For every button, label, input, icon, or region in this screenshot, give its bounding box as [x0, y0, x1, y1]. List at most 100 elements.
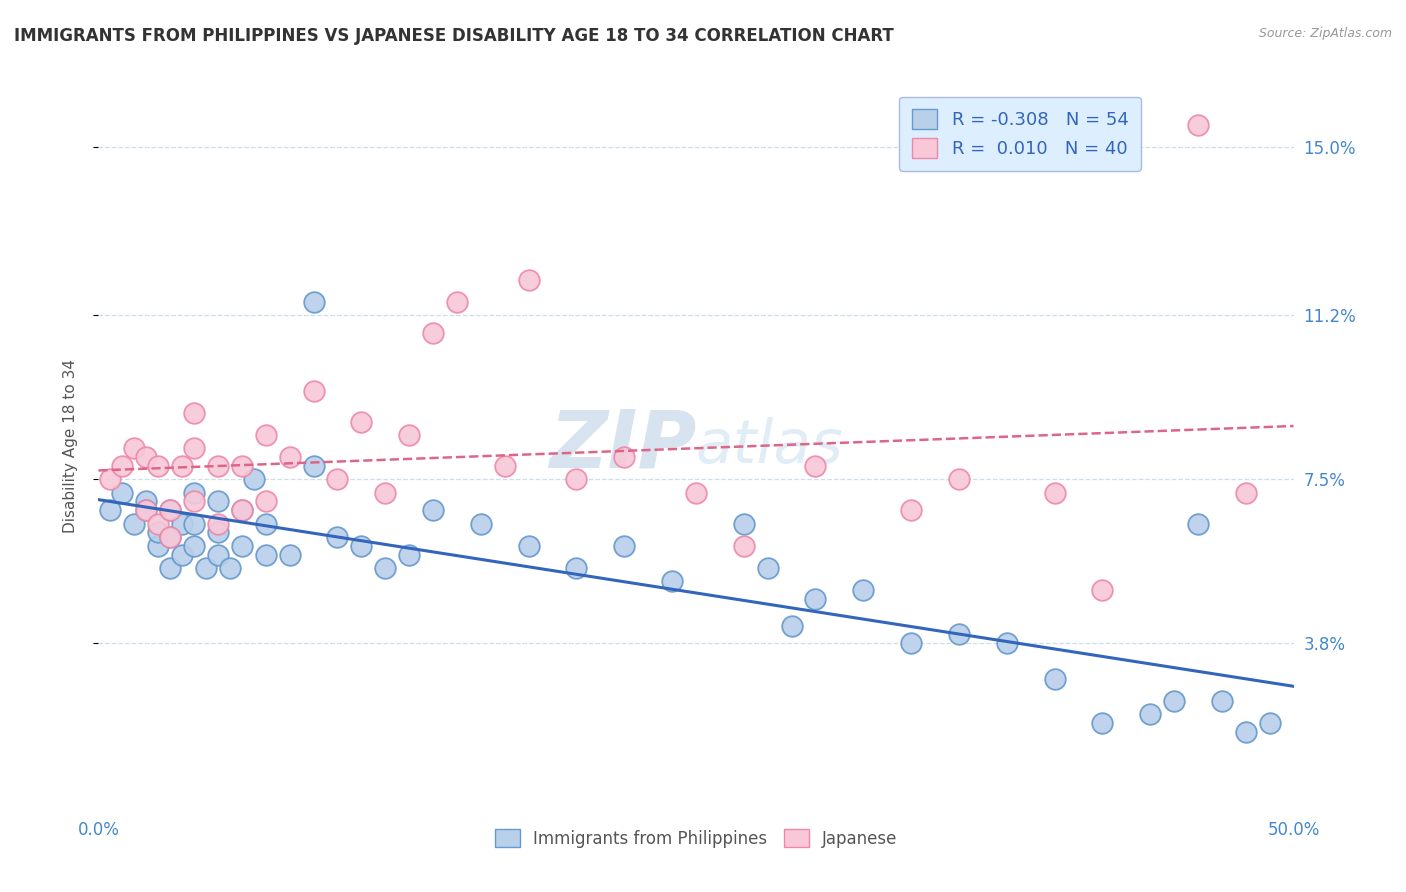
- Point: [326, 472, 349, 486]
- Point: [422, 503, 444, 517]
- Point: [183, 406, 205, 420]
- Text: atlas: atlas: [696, 417, 844, 475]
- Point: [613, 450, 636, 464]
- Point: [159, 561, 181, 575]
- Point: [1211, 694, 1233, 708]
- Point: [685, 485, 707, 500]
- Point: [148, 516, 170, 531]
- Point: [124, 516, 146, 531]
- Point: [172, 458, 194, 473]
- Point: [804, 591, 827, 606]
- Y-axis label: Disability Age 18 to 34: Disability Age 18 to 34: [63, 359, 77, 533]
- Point: [219, 561, 242, 575]
- Point: [350, 415, 373, 429]
- Point: [254, 548, 277, 562]
- Point: [374, 561, 396, 575]
- Point: [135, 450, 157, 464]
- Point: [135, 503, 157, 517]
- Point: [207, 494, 229, 508]
- Point: [446, 294, 468, 309]
- Point: [302, 294, 325, 309]
- Point: [398, 548, 420, 562]
- Point: [756, 561, 779, 575]
- Point: [207, 525, 229, 540]
- Text: ZIP: ZIP: [548, 407, 696, 485]
- Point: [661, 574, 683, 589]
- Point: [374, 485, 396, 500]
- Point: [422, 326, 444, 340]
- Point: [494, 458, 516, 473]
- Point: [98, 503, 122, 517]
- Point: [159, 530, 181, 544]
- Point: [243, 472, 266, 486]
- Point: [172, 516, 194, 531]
- Point: [995, 636, 1018, 650]
- Point: [302, 384, 325, 398]
- Point: [398, 428, 420, 442]
- Point: [1258, 716, 1281, 731]
- Point: [804, 458, 827, 473]
- Point: [1091, 583, 1114, 598]
- Point: [733, 516, 755, 531]
- Point: [613, 539, 636, 553]
- Point: [207, 548, 229, 562]
- Point: [948, 627, 970, 641]
- Point: [254, 428, 277, 442]
- Point: [780, 618, 803, 632]
- Point: [159, 503, 181, 517]
- Point: [1187, 516, 1209, 531]
- Point: [254, 494, 277, 508]
- Point: [852, 583, 875, 598]
- Point: [900, 636, 922, 650]
- Point: [148, 539, 170, 553]
- Point: [231, 458, 253, 473]
- Point: [1091, 716, 1114, 731]
- Point: [231, 539, 253, 553]
- Point: [183, 485, 205, 500]
- Point: [135, 494, 157, 508]
- Point: [195, 561, 218, 575]
- Point: [207, 458, 229, 473]
- Point: [565, 472, 588, 486]
- Point: [254, 516, 277, 531]
- Point: [517, 273, 540, 287]
- Point: [111, 485, 134, 500]
- Point: [278, 450, 301, 464]
- Point: [135, 503, 157, 517]
- Point: [124, 441, 146, 455]
- Point: [172, 548, 194, 562]
- Point: [183, 516, 205, 531]
- Point: [148, 458, 170, 473]
- Point: [326, 530, 349, 544]
- Point: [183, 539, 205, 553]
- Point: [470, 516, 492, 531]
- Point: [231, 503, 253, 517]
- Point: [111, 458, 134, 473]
- Point: [207, 516, 229, 531]
- Point: [565, 561, 588, 575]
- Point: [1187, 118, 1209, 132]
- Point: [948, 472, 970, 486]
- Legend: Immigrants from Philippines, Japanese: Immigrants from Philippines, Japanese: [488, 822, 904, 855]
- Text: Source: ZipAtlas.com: Source: ZipAtlas.com: [1258, 27, 1392, 40]
- Point: [148, 525, 170, 540]
- Point: [98, 472, 122, 486]
- Point: [1234, 485, 1257, 500]
- Point: [1234, 725, 1257, 739]
- Point: [1163, 694, 1185, 708]
- Point: [183, 441, 205, 455]
- Point: [183, 494, 205, 508]
- Point: [1043, 672, 1066, 686]
- Point: [733, 539, 755, 553]
- Point: [517, 539, 540, 553]
- Point: [350, 539, 373, 553]
- Point: [1043, 485, 1066, 500]
- Point: [1139, 707, 1161, 722]
- Text: IMMIGRANTS FROM PHILIPPINES VS JAPANESE DISABILITY AGE 18 TO 34 CORRELATION CHAR: IMMIGRANTS FROM PHILIPPINES VS JAPANESE …: [14, 27, 894, 45]
- Point: [302, 458, 325, 473]
- Point: [159, 503, 181, 517]
- Point: [900, 503, 922, 517]
- Point: [278, 548, 301, 562]
- Point: [231, 503, 253, 517]
- Point: [159, 530, 181, 544]
